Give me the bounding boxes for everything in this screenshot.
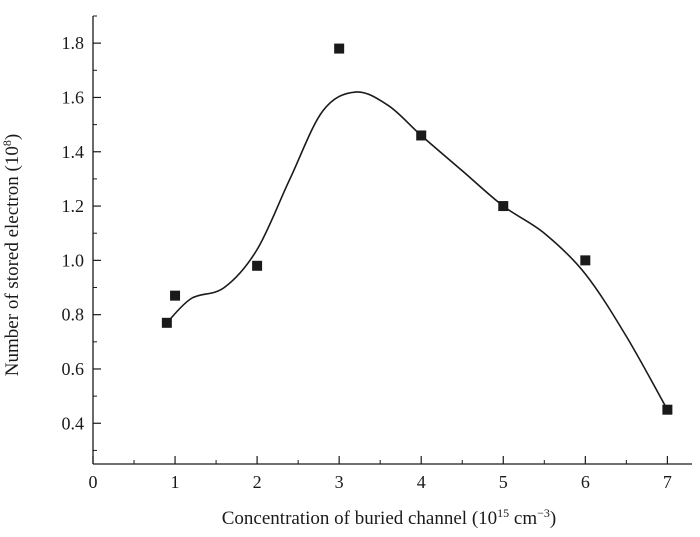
data-point-square xyxy=(662,404,673,415)
x-tick-label: 6 xyxy=(581,472,590,492)
data-point-square xyxy=(334,43,345,54)
data-points xyxy=(161,43,673,415)
fit-curve-layer xyxy=(166,91,669,411)
y-tick-label: 1.0 xyxy=(62,250,85,270)
y-tick-label: 0.4 xyxy=(62,413,85,433)
x-tick-label: 0 xyxy=(89,472,98,492)
axes: 0 1 2 3 4 5 6 7 0.4 0.6 0.8 1.0 1.2 1.4 1.6 1.8 xyxy=(62,15,692,492)
y-tick-label: 1.2 xyxy=(62,196,85,216)
y-tick-label: 0.8 xyxy=(62,305,85,325)
y-tick-label: 1.6 xyxy=(62,87,85,107)
data-point-square xyxy=(416,130,427,141)
x-tick-label: 4 xyxy=(417,472,426,492)
data-point-square xyxy=(580,255,591,266)
data-point-square xyxy=(498,201,509,212)
x-tick-label: 7 xyxy=(663,472,672,492)
x-axis-label: Concentration of buried channel (1015 cm… xyxy=(222,506,557,529)
x-tick-label: 3 xyxy=(335,472,344,492)
x-tick-label: 2 xyxy=(253,472,262,492)
y-tick-label: 1.8 xyxy=(62,33,85,53)
x-tick-label: 1 xyxy=(171,472,180,492)
y-tick-label: 0.6 xyxy=(62,359,85,379)
data-point-square xyxy=(170,290,181,301)
x-tick-label: 5 xyxy=(499,472,508,492)
y-axis-label: Number of stored electron (108) xyxy=(0,134,23,376)
data-point-square xyxy=(161,317,172,328)
data-point-square xyxy=(252,260,263,271)
y-tick-label: 1.4 xyxy=(62,142,85,162)
fit-curve xyxy=(166,91,669,411)
